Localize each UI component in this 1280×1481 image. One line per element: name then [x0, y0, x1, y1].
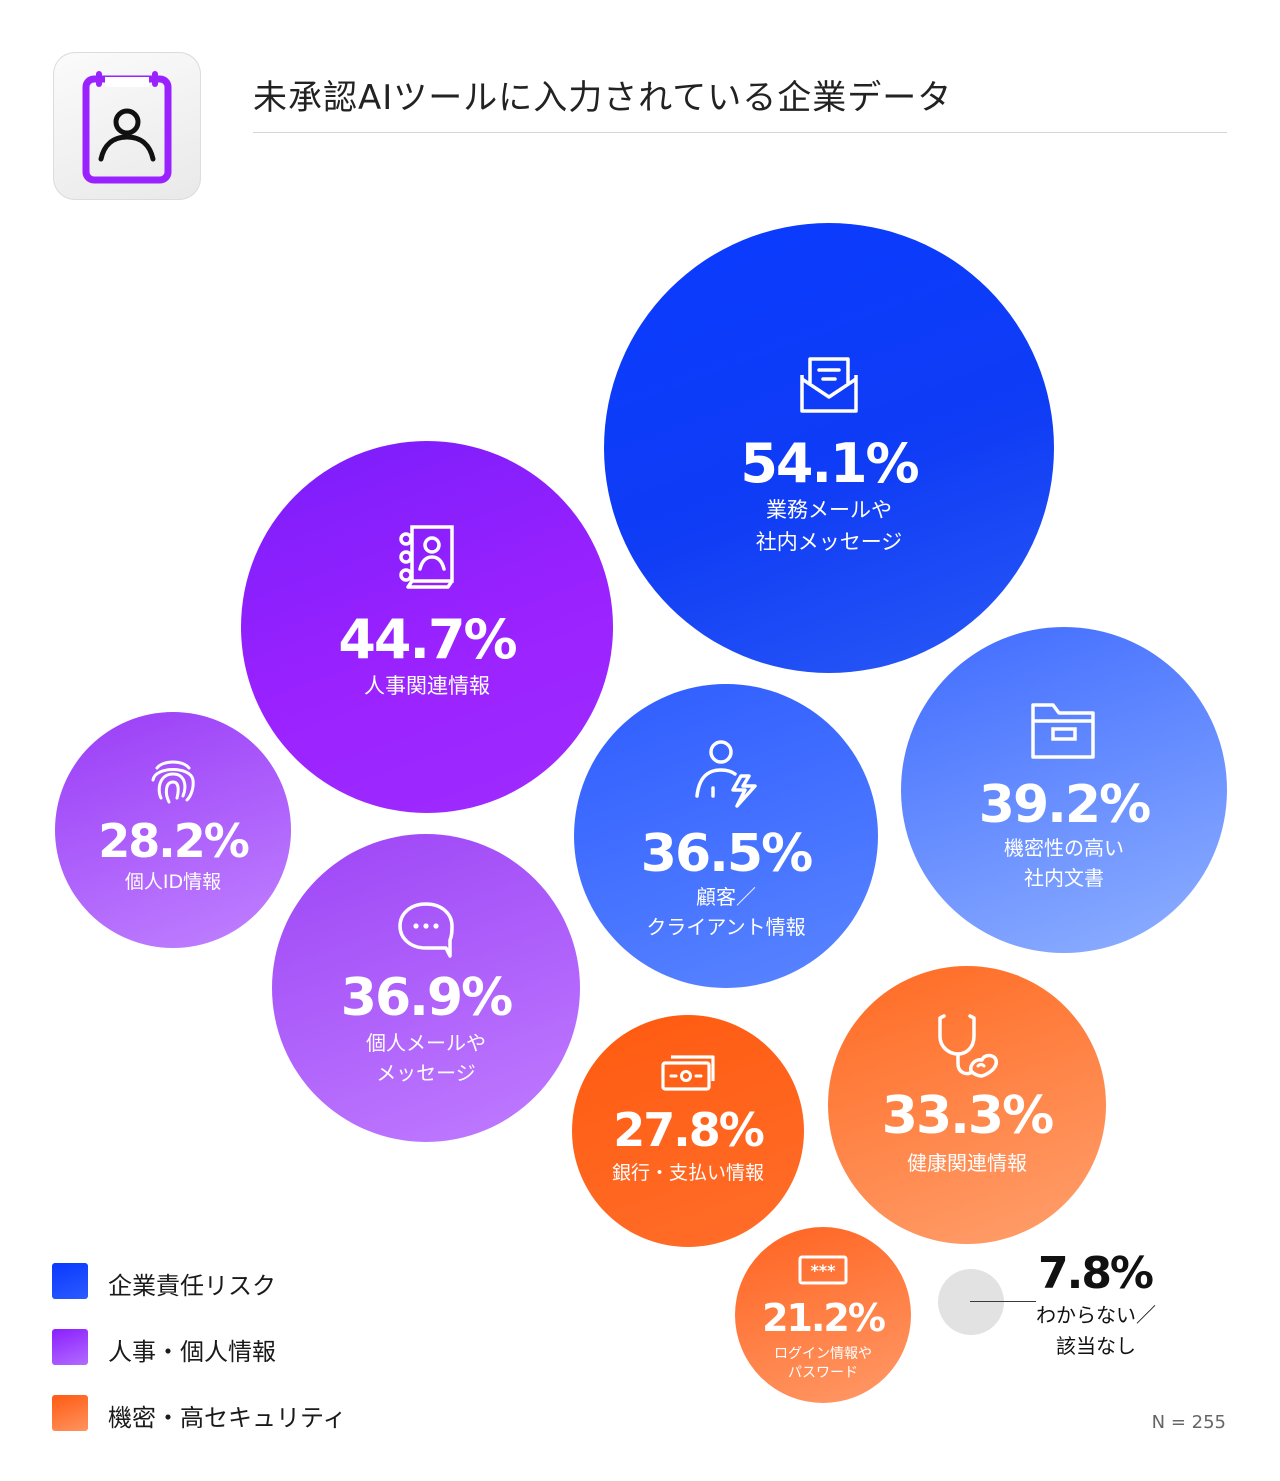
value-label: 27.8% — [613, 1103, 765, 1157]
legend-label: 人事・個人情報 — [108, 1338, 276, 1366]
category-label: ログイン情報や パスワード — [774, 1346, 872, 1381]
bubble-login-info: *** 21.2% ログイン情報や パスワード — [735, 1227, 911, 1403]
stethoscope-icon — [938, 1014, 998, 1078]
legend-swatch — [52, 1329, 88, 1365]
category-label: 個人ID情報 — [124, 871, 222, 893]
folder-icon — [1031, 703, 1095, 759]
category-label: 機密性の高い 社内文書 — [1004, 836, 1124, 890]
person-bolt-icon — [695, 740, 757, 808]
envelope-icon — [800, 357, 858, 413]
category-label-unknown: わからない／ 該当なし — [1036, 1303, 1156, 1358]
value-label: 28.2% — [98, 814, 250, 868]
category-label: 顧客／ クライアント情報 — [646, 885, 806, 939]
legend-swatch — [52, 1395, 88, 1431]
svg-text:***: *** — [810, 1261, 836, 1280]
value-label: 44.7% — [338, 608, 517, 671]
value-label-unknown: 7.8% — [1037, 1248, 1154, 1299]
bubble-personal-id: 28.2% 個人ID情報 — [55, 712, 291, 948]
legend-label: 企業責任リスク — [108, 1272, 276, 1300]
value-label: 39.2% — [978, 775, 1151, 835]
value-label: 21.2% — [762, 1296, 886, 1340]
app-badge-icon — [53, 52, 201, 200]
sample-size-note: N = 255 — [1151, 1412, 1226, 1433]
bubble-personal-email: 36.9% 個人メールや メッセージ — [272, 834, 580, 1142]
category-label: 個人メールや メッセージ — [366, 1031, 486, 1085]
bubble-unknown — [938, 1269, 1004, 1335]
callout-line — [970, 1301, 1036, 1302]
value-label: 36.9% — [340, 968, 513, 1028]
category-label: 健康関連情報 — [907, 1151, 1027, 1175]
bubble-hr-info: 44.7% 人事関連情報 — [241, 441, 613, 813]
password-icon: *** — [798, 1255, 848, 1285]
legend-label: 機密・高セキュリティ — [108, 1404, 347, 1432]
contacts-book-icon — [399, 525, 454, 589]
value-label: 36.5% — [640, 824, 813, 884]
banknote-icon — [661, 1055, 715, 1091]
category-label: 銀行・支払い情報 — [611, 1162, 764, 1184]
chart-title: 未承認AIツールに入力されている企業データ — [253, 78, 953, 118]
category-label: 人事関連情報 — [364, 674, 490, 698]
title-divider — [253, 132, 1227, 133]
bubble-confidential-docs: 39.2% 機密性の高い 社内文書 — [901, 627, 1227, 953]
bubble-health-info: 33.3% 健康関連情報 — [828, 966, 1106, 1244]
legend-swatch — [52, 1263, 88, 1299]
value-label: 54.1% — [740, 432, 919, 495]
category-label: 業務メールや 社内メッセージ — [755, 498, 903, 554]
value-label: 33.3% — [881, 1086, 1054, 1146]
bubble-banking-info: 27.8% 銀行・支払い情報 — [572, 1015, 804, 1247]
fingerprint-icon — [151, 760, 195, 804]
bubble-work-email: 54.1% 業務メールや 社内メッセージ — [604, 223, 1054, 673]
chat-bubble-icon — [398, 902, 454, 958]
bubble-client-info: 36.5% 顧客／ クライアント情報 — [574, 684, 878, 988]
